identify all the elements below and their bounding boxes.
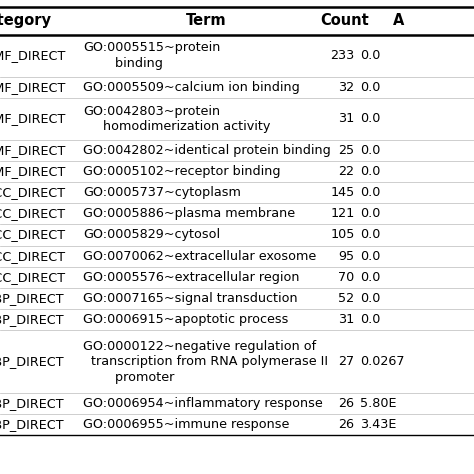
Text: 0.0: 0.0 (360, 186, 381, 199)
Text: 0.0: 0.0 (360, 292, 381, 305)
Text: M_MF_DIRECT: M_MF_DIRECT (0, 144, 66, 157)
Text: 0.0: 0.0 (360, 165, 381, 178)
Text: 0.0: 0.0 (360, 313, 381, 326)
Text: 145: 145 (330, 186, 355, 199)
Text: 5.80E: 5.80E (360, 397, 397, 410)
Text: 0.0: 0.0 (360, 81, 381, 94)
Text: 25: 25 (338, 144, 355, 157)
Text: GO:0000122~negative regulation of
  transcription from RNA polymerase II
       : GO:0000122~negative regulation of transc… (83, 339, 328, 383)
Text: M_MF_DIRECT: M_MF_DIRECT (0, 49, 66, 62)
Text: 121: 121 (330, 208, 355, 220)
Text: M_CC_DIRECT: M_CC_DIRECT (0, 271, 65, 283)
Text: M_MF_DIRECT: M_MF_DIRECT (0, 112, 66, 126)
Text: 0.0: 0.0 (360, 144, 381, 157)
Text: Count: Count (321, 13, 369, 28)
Text: 0.0: 0.0 (360, 250, 381, 263)
Text: GO:0005102~receptor binding: GO:0005102~receptor binding (83, 165, 281, 178)
Text: M_BP_DIRECT: M_BP_DIRECT (0, 313, 64, 326)
Text: 31: 31 (338, 112, 355, 126)
Text: 0.0: 0.0 (360, 49, 381, 62)
Text: 0.0: 0.0 (360, 112, 381, 126)
Text: 3.43E: 3.43E (360, 419, 397, 431)
Text: 22: 22 (338, 165, 355, 178)
Text: M_MF_DIRECT: M_MF_DIRECT (0, 81, 66, 94)
Text: M_CC_DIRECT: M_CC_DIRECT (0, 208, 65, 220)
Text: 52: 52 (338, 292, 355, 305)
Text: 27: 27 (338, 355, 355, 368)
Text: 0.0: 0.0 (360, 208, 381, 220)
Text: M_CC_DIRECT: M_CC_DIRECT (0, 250, 65, 263)
Text: GO:0070062~extracellular exosome: GO:0070062~extracellular exosome (83, 250, 316, 263)
Text: 105: 105 (330, 228, 355, 241)
Text: 32: 32 (338, 81, 355, 94)
Text: M_BP_DIRECT: M_BP_DIRECT (0, 292, 64, 305)
Text: GO:0006955~immune response: GO:0006955~immune response (83, 419, 289, 431)
Text: A: A (392, 13, 404, 28)
Text: M_BP_DIRECT: M_BP_DIRECT (0, 419, 64, 431)
Text: M_BP_DIRECT: M_BP_DIRECT (0, 397, 64, 410)
Text: GO:0005886~plasma membrane: GO:0005886~plasma membrane (83, 208, 295, 220)
Text: GO:0005829~cytosol: GO:0005829~cytosol (83, 228, 220, 241)
Text: M_BP_DIRECT: M_BP_DIRECT (0, 355, 64, 368)
Text: 26: 26 (338, 419, 355, 431)
Text: GO:0006954~inflammatory response: GO:0006954~inflammatory response (83, 397, 323, 410)
Text: GO:0042803~protein
     homodimerization activity: GO:0042803~protein homodimerization acti… (83, 105, 270, 133)
Text: GO:0005509~calcium ion binding: GO:0005509~calcium ion binding (83, 81, 300, 94)
Text: 0.0: 0.0 (360, 271, 381, 283)
Text: GO:0042802~identical protein binding: GO:0042802~identical protein binding (83, 144, 331, 157)
Text: 31: 31 (338, 313, 355, 326)
Text: GO:0005515~protein
        binding: GO:0005515~protein binding (83, 41, 220, 70)
Text: GO:0005576~extracellular region: GO:0005576~extracellular region (83, 271, 300, 283)
Text: 233: 233 (330, 49, 355, 62)
Text: 95: 95 (338, 250, 355, 263)
Text: Category: Category (0, 13, 51, 28)
Text: GO:0006915~apoptotic process: GO:0006915~apoptotic process (83, 313, 288, 326)
Text: 26: 26 (338, 397, 355, 410)
Text: M_MF_DIRECT: M_MF_DIRECT (0, 165, 66, 178)
Text: Term: Term (186, 13, 227, 28)
Text: GO:0007165~signal transduction: GO:0007165~signal transduction (83, 292, 298, 305)
Text: GO:0005737~cytoplasm: GO:0005737~cytoplasm (83, 186, 241, 199)
Text: 70: 70 (338, 271, 355, 283)
Text: M_CC_DIRECT: M_CC_DIRECT (0, 228, 65, 241)
Text: 0.0: 0.0 (360, 228, 381, 241)
Text: 0.0267: 0.0267 (360, 355, 405, 368)
Text: M_CC_DIRECT: M_CC_DIRECT (0, 186, 65, 199)
